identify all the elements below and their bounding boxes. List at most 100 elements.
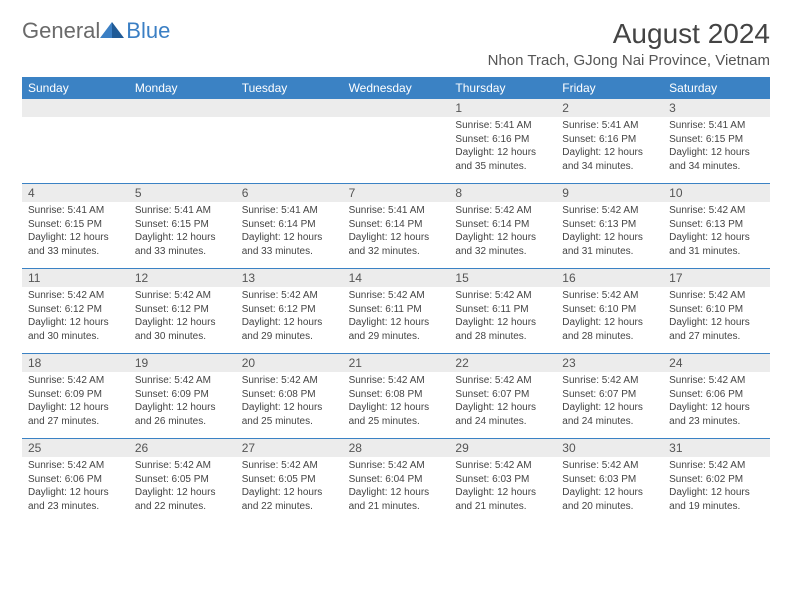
daylight-text: Daylight: 12 hours and 33 minutes. [242, 231, 337, 258]
daylight-text: Daylight: 12 hours and 34 minutes. [562, 146, 657, 173]
day-content: Sunrise: 5:42 AMSunset: 6:06 PMDaylight:… [663, 372, 770, 432]
sunset-text: Sunset: 6:11 PM [455, 303, 550, 317]
sunrise-text: Sunrise: 5:42 AM [455, 204, 550, 218]
day-cell: 3Sunrise: 5:41 AMSunset: 6:15 PMDaylight… [663, 99, 770, 183]
day-cell: 5Sunrise: 5:41 AMSunset: 6:15 PMDaylight… [129, 184, 236, 268]
day-number: 30 [556, 439, 663, 457]
day-headers-row: SundayMondayTuesdayWednesdayThursdayFrid… [22, 77, 770, 99]
sunrise-text: Sunrise: 5:42 AM [455, 374, 550, 388]
day-content: Sunrise: 5:42 AMSunset: 6:08 PMDaylight:… [343, 372, 450, 432]
day-number: 13 [236, 269, 343, 287]
logo-triangle-icon [100, 20, 124, 43]
day-cell: 8Sunrise: 5:42 AMSunset: 6:14 PMDaylight… [449, 184, 556, 268]
calendar: SundayMondayTuesdayWednesdayThursdayFrid… [22, 77, 770, 523]
day-number: 28 [343, 439, 450, 457]
sunset-text: Sunset: 6:03 PM [562, 473, 657, 487]
day-content: Sunrise: 5:42 AMSunset: 6:12 PMDaylight:… [22, 287, 129, 347]
daylight-text: Daylight: 12 hours and 34 minutes. [669, 146, 764, 173]
day-content: Sunrise: 5:42 AMSunset: 6:10 PMDaylight:… [556, 287, 663, 347]
day-cell [22, 99, 129, 183]
day-number: 26 [129, 439, 236, 457]
sunset-text: Sunset: 6:02 PM [669, 473, 764, 487]
day-content: Sunrise: 5:42 AMSunset: 6:05 PMDaylight:… [129, 457, 236, 517]
sunset-text: Sunset: 6:16 PM [455, 133, 550, 147]
day-cell: 18Sunrise: 5:42 AMSunset: 6:09 PMDayligh… [22, 354, 129, 438]
day-content: Sunrise: 5:41 AMSunset: 6:15 PMDaylight:… [22, 202, 129, 262]
day-cell: 17Sunrise: 5:42 AMSunset: 6:10 PMDayligh… [663, 269, 770, 353]
sunset-text: Sunset: 6:08 PM [349, 388, 444, 402]
sunset-text: Sunset: 6:10 PM [562, 303, 657, 317]
sunset-text: Sunset: 6:16 PM [562, 133, 657, 147]
day-cell: 4Sunrise: 5:41 AMSunset: 6:15 PMDaylight… [22, 184, 129, 268]
header: General Blue August 2024 Nhon Trach, GJo… [22, 18, 770, 69]
daylight-text: Daylight: 12 hours and 21 minutes. [455, 486, 550, 513]
day-cell: 24Sunrise: 5:42 AMSunset: 6:06 PMDayligh… [663, 354, 770, 438]
week-row: 1Sunrise: 5:41 AMSunset: 6:16 PMDaylight… [22, 99, 770, 183]
sunrise-text: Sunrise: 5:41 AM [349, 204, 444, 218]
day-number: 16 [556, 269, 663, 287]
logo-text-general: General [22, 18, 100, 44]
daylight-text: Daylight: 12 hours and 20 minutes. [562, 486, 657, 513]
day-cell: 23Sunrise: 5:42 AMSunset: 6:07 PMDayligh… [556, 354, 663, 438]
day-cell: 25Sunrise: 5:42 AMSunset: 6:06 PMDayligh… [22, 439, 129, 523]
day-content: Sunrise: 5:42 AMSunset: 6:04 PMDaylight:… [343, 457, 450, 517]
day-cell: 12Sunrise: 5:42 AMSunset: 6:12 PMDayligh… [129, 269, 236, 353]
sunset-text: Sunset: 6:15 PM [669, 133, 764, 147]
day-number: 20 [236, 354, 343, 372]
day-number: 8 [449, 184, 556, 202]
day-number: 3 [663, 99, 770, 117]
day-cell: 22Sunrise: 5:42 AMSunset: 6:07 PMDayligh… [449, 354, 556, 438]
sunset-text: Sunset: 6:11 PM [349, 303, 444, 317]
sunrise-text: Sunrise: 5:42 AM [562, 289, 657, 303]
day-cell: 7Sunrise: 5:41 AMSunset: 6:14 PMDaylight… [343, 184, 450, 268]
sunrise-text: Sunrise: 5:42 AM [669, 374, 764, 388]
sunrise-text: Sunrise: 5:42 AM [28, 289, 123, 303]
month-title: August 2024 [488, 18, 770, 50]
daylight-text: Daylight: 12 hours and 27 minutes. [669, 316, 764, 343]
sunrise-text: Sunrise: 5:42 AM [135, 374, 230, 388]
day-header: Monday [129, 77, 236, 99]
day-content: Sunrise: 5:42 AMSunset: 6:11 PMDaylight:… [449, 287, 556, 347]
day-cell: 30Sunrise: 5:42 AMSunset: 6:03 PMDayligh… [556, 439, 663, 523]
day-content: Sunrise: 5:42 AMSunset: 6:09 PMDaylight:… [129, 372, 236, 432]
sunrise-text: Sunrise: 5:41 AM [28, 204, 123, 218]
day-number: 25 [22, 439, 129, 457]
daylight-text: Daylight: 12 hours and 19 minutes. [669, 486, 764, 513]
day-cell: 19Sunrise: 5:42 AMSunset: 6:09 PMDayligh… [129, 354, 236, 438]
daylight-text: Daylight: 12 hours and 24 minutes. [562, 401, 657, 428]
sunset-text: Sunset: 6:09 PM [28, 388, 123, 402]
sunrise-text: Sunrise: 5:41 AM [562, 119, 657, 133]
daylight-text: Daylight: 12 hours and 21 minutes. [349, 486, 444, 513]
daylight-text: Daylight: 12 hours and 24 minutes. [455, 401, 550, 428]
location-label: Nhon Trach, GJong Nai Province, Vietnam [488, 52, 770, 69]
sunrise-text: Sunrise: 5:42 AM [349, 289, 444, 303]
sunrise-text: Sunrise: 5:41 AM [669, 119, 764, 133]
daylight-text: Daylight: 12 hours and 25 minutes. [242, 401, 337, 428]
sunrise-text: Sunrise: 5:42 AM [455, 289, 550, 303]
day-number: 1 [449, 99, 556, 117]
day-cell: 21Sunrise: 5:42 AMSunset: 6:08 PMDayligh… [343, 354, 450, 438]
day-number: 22 [449, 354, 556, 372]
title-block: August 2024 Nhon Trach, GJong Nai Provin… [488, 18, 770, 69]
day-cell: 31Sunrise: 5:42 AMSunset: 6:02 PMDayligh… [663, 439, 770, 523]
sunrise-text: Sunrise: 5:42 AM [242, 289, 337, 303]
sunset-text: Sunset: 6:14 PM [349, 218, 444, 232]
day-number: 31 [663, 439, 770, 457]
day-content: Sunrise: 5:42 AMSunset: 6:13 PMDaylight:… [556, 202, 663, 262]
day-content: Sunrise: 5:41 AMSunset: 6:15 PMDaylight:… [663, 117, 770, 177]
sunset-text: Sunset: 6:12 PM [135, 303, 230, 317]
day-number: 24 [663, 354, 770, 372]
day-number: 5 [129, 184, 236, 202]
daylight-text: Daylight: 12 hours and 31 minutes. [562, 231, 657, 258]
day-number: 14 [343, 269, 450, 287]
day-number: 12 [129, 269, 236, 287]
day-cell: 15Sunrise: 5:42 AMSunset: 6:11 PMDayligh… [449, 269, 556, 353]
sunset-text: Sunset: 6:05 PM [135, 473, 230, 487]
day-number: 2 [556, 99, 663, 117]
day-content: Sunrise: 5:41 AMSunset: 6:14 PMDaylight:… [236, 202, 343, 262]
day-cell: 14Sunrise: 5:42 AMSunset: 6:11 PMDayligh… [343, 269, 450, 353]
daylight-text: Daylight: 12 hours and 30 minutes. [135, 316, 230, 343]
sunrise-text: Sunrise: 5:42 AM [242, 459, 337, 473]
day-number: 18 [22, 354, 129, 372]
day-number [22, 99, 129, 117]
